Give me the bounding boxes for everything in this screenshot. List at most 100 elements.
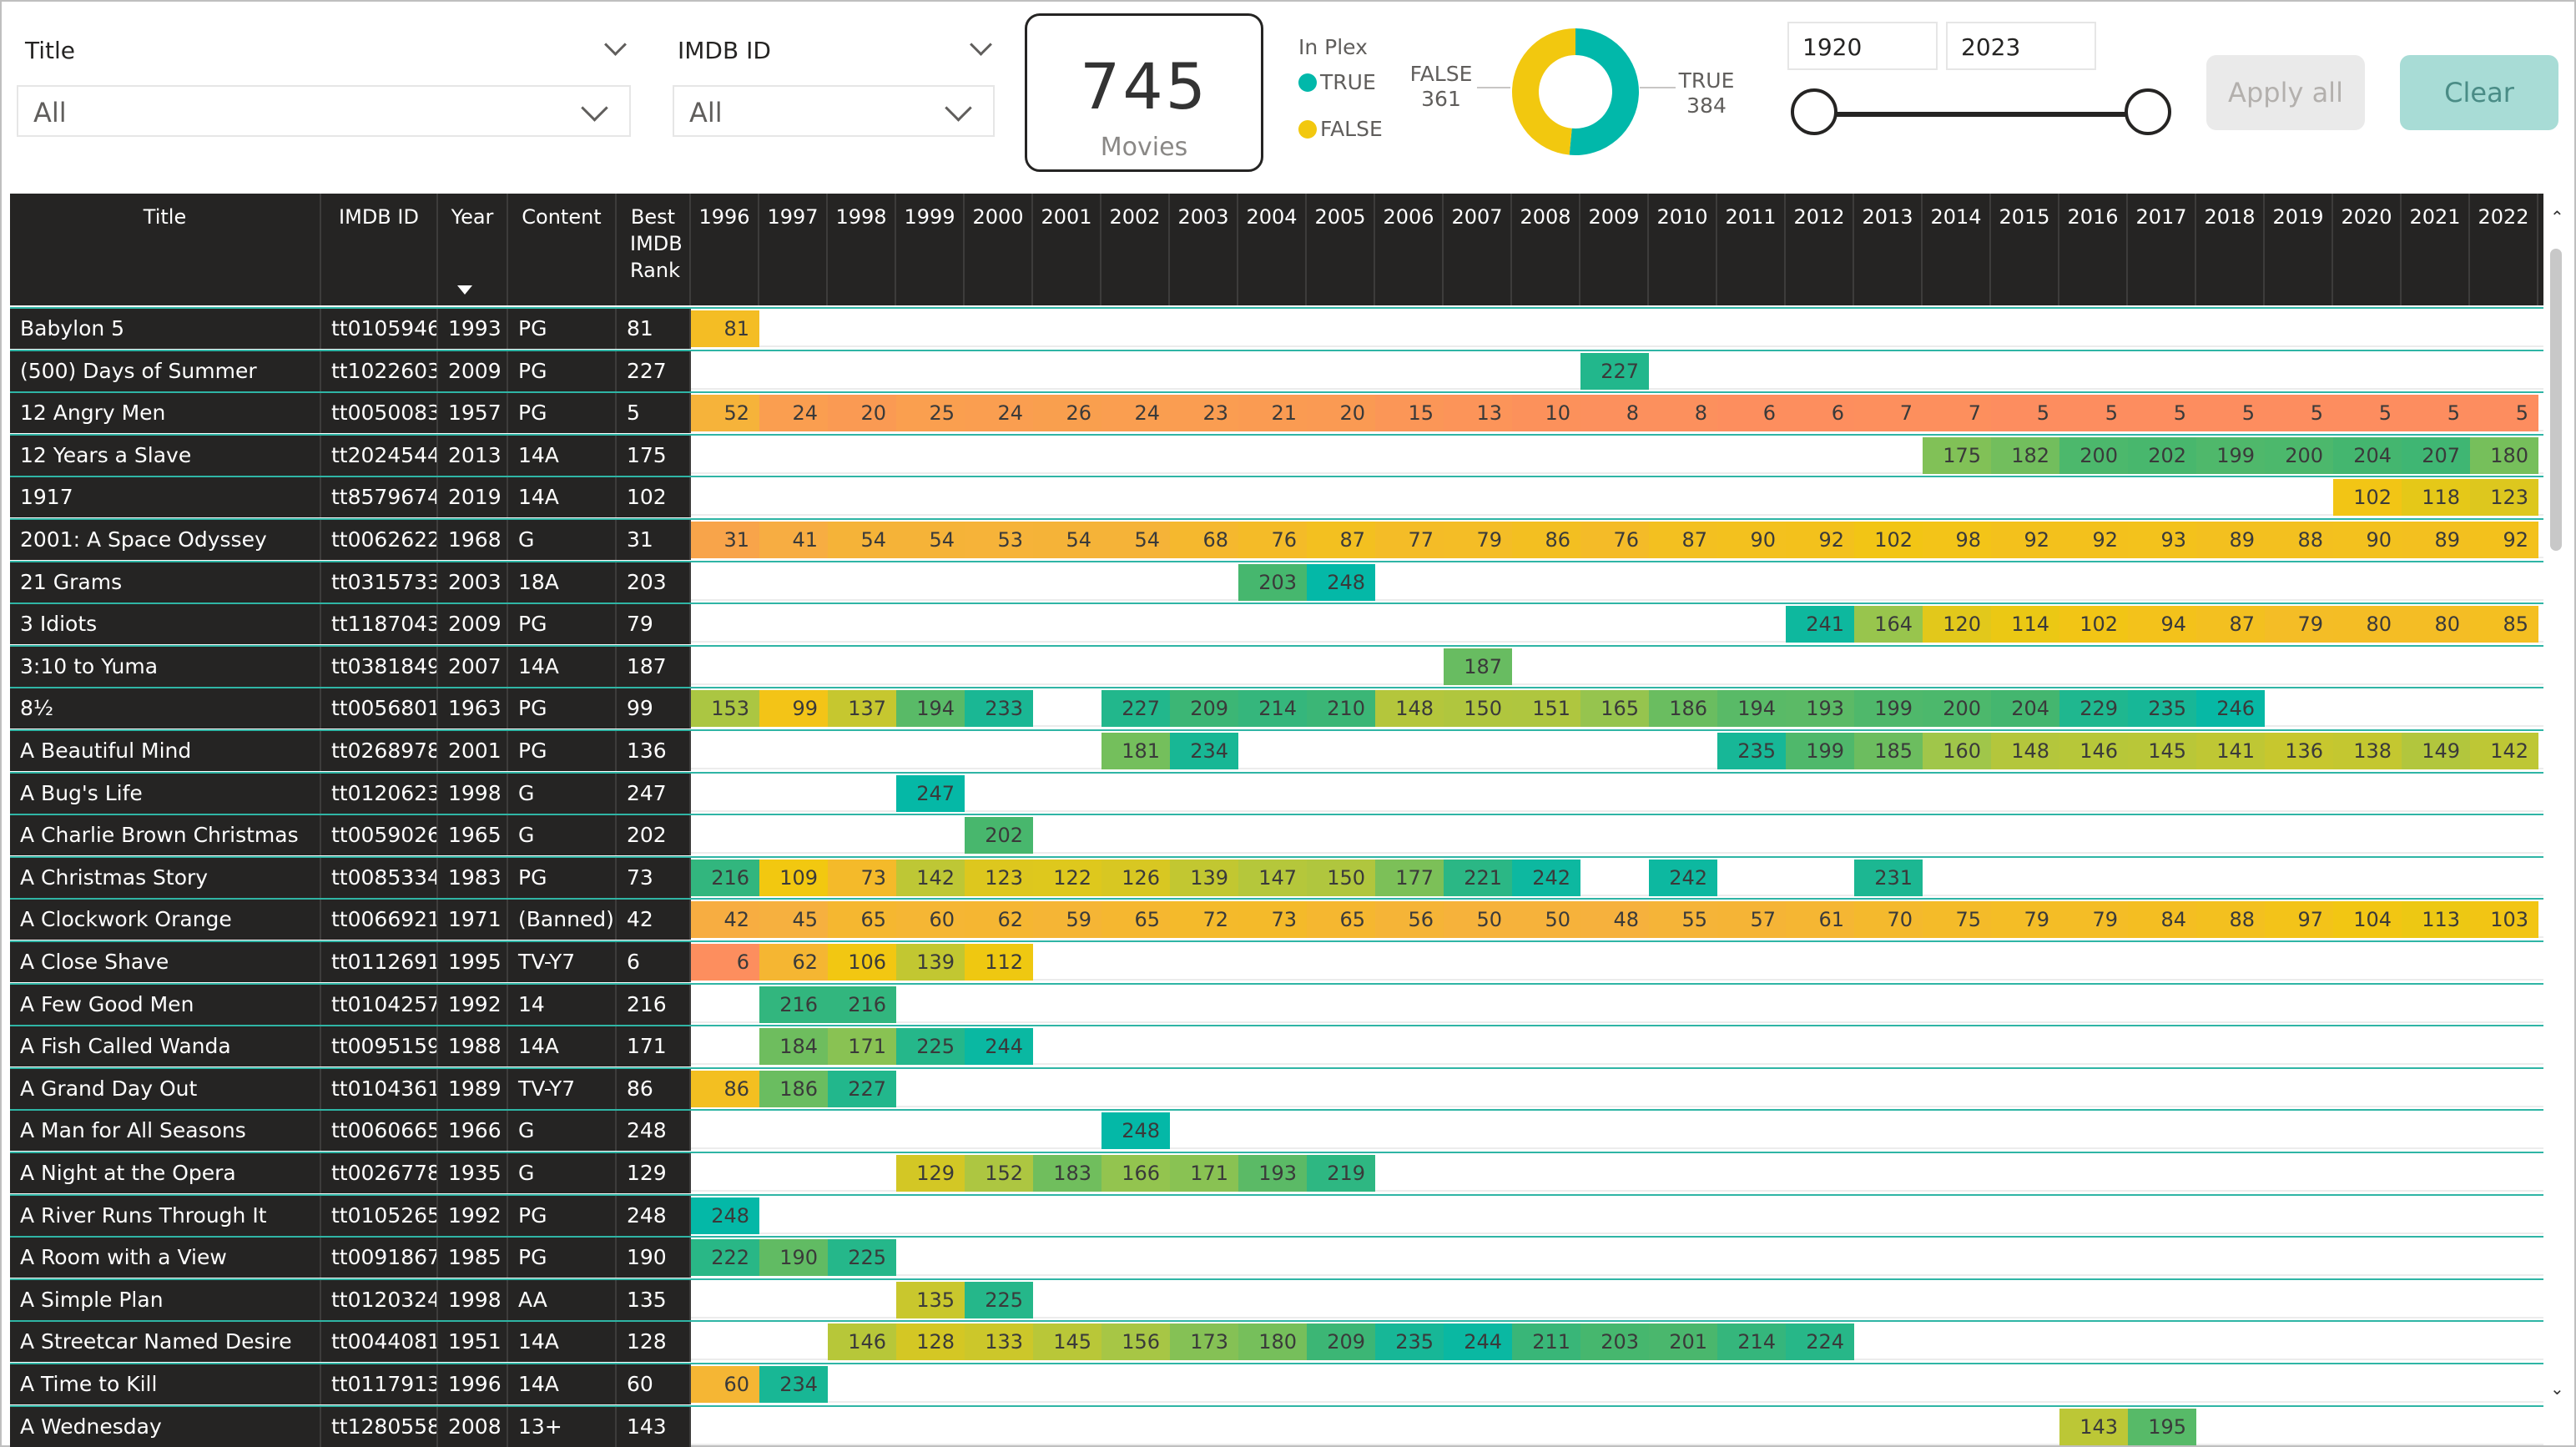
cell-year: 1993 <box>438 309 508 349</box>
col-header-content[interactable]: Content <box>508 194 617 305</box>
scroll-up-icon[interactable]: ⌃ <box>2550 207 2564 227</box>
cell-title: A Christmas Story <box>10 857 321 898</box>
col-header-year-value[interactable]: 2018 <box>2196 194 2265 305</box>
table-row[interactable]: 1917 tt8579674 2019 14A 102 102 118 123 <box>10 476 2543 518</box>
table-row[interactable]: 12 Years a Slave tt2024544 2013 14A 175 175 18… <box>10 433 2543 476</box>
rank-cell: 148 <box>1375 690 1444 728</box>
col-header-year-value[interactable]: 2004 <box>1238 194 1307 305</box>
col-header-year-value[interactable]: 2002 <box>1101 194 1170 305</box>
legend-false-label: FALSE <box>1320 117 1383 141</box>
legend-item-false[interactable]: FALSE <box>1298 117 1383 141</box>
col-header-year-value[interactable]: 1999 <box>896 194 965 305</box>
table-row[interactable]: 3:10 to Yuma tt0381849 2007 14A 187 187 <box>10 644 2543 687</box>
col-header-year-value[interactable]: 2016 <box>2059 194 2128 305</box>
donut-false-label: FALSE <box>1409 62 1473 86</box>
title-dropdown[interactable]: All <box>17 85 631 137</box>
rank-cell: 122 <box>1033 859 1101 896</box>
rank-cell: 234 <box>1170 733 1238 769</box>
col-header-year-value[interactable]: 2013 <box>1854 194 1923 305</box>
cell-title: A Night at the Opera <box>10 1153 321 1193</box>
table-row[interactable]: A Bug's Life tt0120623 1998 G 247 247 <box>10 771 2543 814</box>
table-row[interactable]: Babylon 5 tt0105946 1993 PG 81 81 <box>10 307 2543 349</box>
col-header-year-value[interactable]: 2009 <box>1580 194 1649 305</box>
col-header-year-value[interactable]: 2014 <box>1923 194 1991 305</box>
cell-rank: 135 <box>617 1279 691 1320</box>
col-header-year-value[interactable]: 2015 <box>1991 194 2059 305</box>
cell-content: 13+ <box>508 1406 617 1447</box>
table-row[interactable]: A Beautiful Mind tt0268978 2001 PG 136 181 234… <box>10 729 2543 771</box>
table-row[interactable]: A Close Shave tt0112691 1995 TV-Y7 6 6 62 106 13… <box>10 940 2543 982</box>
table-row[interactable]: A Night at the Opera tt0026778 1935 G 129 129… <box>10 1152 2543 1193</box>
row-divider <box>691 641 2543 643</box>
col-header-year-value[interactable]: 2008 <box>1512 194 1580 305</box>
table-row[interactable]: A Charlie Brown Christmas tt0059026 1965 G 2… <box>10 814 2543 856</box>
col-header-year-value[interactable]: 2017 <box>2128 194 2196 305</box>
table-row[interactable]: A Christmas Story tt0085334 1983 PG 73 216 109… <box>10 855 2543 898</box>
table-row[interactable]: A Few Good Men tt0104257 1992 14 216 216 216 <box>10 982 2543 1025</box>
table-row[interactable]: A Room with a View tt0091867 1985 PG 190 222 1… <box>10 1236 2543 1278</box>
rank-cell: 147 <box>1238 859 1307 896</box>
rank-cell: 54 <box>896 522 965 558</box>
donut-slice-true[interactable] <box>1569 28 1639 155</box>
rank-cell: 200 <box>2265 436 2333 474</box>
table-row[interactable]: (500) Days of Summer tt1022603 2009 PG 227 22… <box>10 349 2543 391</box>
col-header-imdb[interactable]: IMDB ID <box>321 194 438 305</box>
scrollbar-thumb[interactable] <box>2550 249 2562 551</box>
table-row[interactable]: A Wednesday tt1280558 2008 13+ 143 143 195 <box>10 1404 2543 1447</box>
col-header-title[interactable]: Title <box>10 194 321 305</box>
table-row[interactable]: 2001: A Space Odyssey tt0062622 1968 G 31 31 4… <box>10 518 2543 560</box>
table-row[interactable]: A Grand Day Out tt0104361 1989 TV-Y7 86 86 186… <box>10 1066 2543 1109</box>
table-row[interactable]: A Streetcar Named Desire tt0044081 1951 14A… <box>10 1320 2543 1363</box>
col-header-year-value[interactable]: 2000 <box>965 194 1033 305</box>
col-header-year-value[interactable]: 2005 <box>1307 194 1375 305</box>
donut-slice-false[interactable] <box>1512 28 1575 155</box>
table-row[interactable]: A Simple Plan tt0120324 1998 AA 135 135 225 <box>10 1278 2543 1320</box>
table-row[interactable]: 8½ tt0056801 1963 PG 99 153 99 137 194 233 227 209 2… <box>10 687 2543 729</box>
col-header-year-value[interactable]: 1998 <box>828 194 896 305</box>
col-header-year-value[interactable]: 2021 <box>2402 194 2470 305</box>
clear-button[interactable]: Clear <box>2400 55 2558 130</box>
rank-cell: 60 <box>896 901 965 939</box>
table-row[interactable]: 21 Grams tt0315733 2003 18A 203 203 248 <box>10 560 2543 602</box>
in-plex-donut-chart[interactable] <box>1509 25 1642 159</box>
col-header-year-value[interactable]: 2010 <box>1649 194 1717 305</box>
col-header-year-value[interactable]: 2006 <box>1375 194 1444 305</box>
col-header-year-value[interactable]: 1996 <box>691 194 759 305</box>
col-header-year-value[interactable]: 2007 <box>1444 194 1512 305</box>
col-header-year-value[interactable]: 1997 <box>759 194 828 305</box>
row-divider <box>691 471 2543 474</box>
year-slider-end-handle[interactable] <box>2125 88 2171 135</box>
cell-imdb: tt1022603 <box>321 350 438 391</box>
col-header-year-value[interactable]: 2011 <box>1717 194 1786 305</box>
col-header-year-value[interactable]: 2003 <box>1170 194 1238 305</box>
year-from-input[interactable]: 1920 <box>1787 22 1938 70</box>
col-header-year-value[interactable]: 2019 <box>2265 194 2333 305</box>
rank-cell: 180 <box>1238 1323 1307 1361</box>
col-header-year-value[interactable]: 2012 <box>1786 194 1854 305</box>
col-header-year-value[interactable]: 2020 <box>2333 194 2402 305</box>
cell-rank: 136 <box>617 731 691 771</box>
imdb-dropdown[interactable]: All <box>673 85 995 137</box>
year-to-input[interactable]: 2023 <box>1946 22 2096 70</box>
table-row[interactable]: A River Runs Through It tt0105265 1992 PG 24… <box>10 1193 2543 1236</box>
table-row[interactable]: 3 Idiots tt1187043 2009 PG 79 241 164 120 114 102… <box>10 602 2543 645</box>
rank-cell: 89 <box>2402 522 2470 558</box>
rank-cell: 149 <box>2402 733 2470 769</box>
vertical-scrollbar[interactable]: ⌃ ⌄ <box>2545 194 2567 1444</box>
table-row[interactable]: A Man for All Seasons tt0060665 1966 G 248 24… <box>10 1109 2543 1152</box>
table-row[interactable]: A Clockwork Orange tt0066921 1971 (Banned) 4… <box>10 898 2543 940</box>
col-header-year-value[interactable]: 2001 <box>1033 194 1101 305</box>
col-header-year[interactable]: Year <box>438 194 508 305</box>
col-header-rank[interactable]: Best IMDB Rank <box>617 194 691 305</box>
table-row[interactable]: A Fish Called Wanda tt0095159 1988 14A 171 18… <box>10 1025 2543 1067</box>
legend-item-true[interactable]: TRUE <box>1298 70 1376 94</box>
cell-rank: 31 <box>617 520 691 560</box>
year-slider-start-handle[interactable] <box>1791 88 1837 135</box>
year-slider-track[interactable] <box>1816 112 2148 117</box>
col-header-year-value[interactable]: 2022 <box>2470 194 2538 305</box>
table-row[interactable]: A Time to Kill tt0117913 1996 14A 60 60 234 <box>10 1363 2543 1404</box>
table-row[interactable]: 12 Angry Men tt0050083 1957 PG 5 52 24 20 25 24 26… <box>10 391 2543 434</box>
apply-all-button[interactable]: Apply all <box>2206 55 2365 130</box>
scroll-down-icon[interactable]: ⌄ <box>2550 1379 2564 1399</box>
rank-cell: 5 <box>2059 395 2128 432</box>
